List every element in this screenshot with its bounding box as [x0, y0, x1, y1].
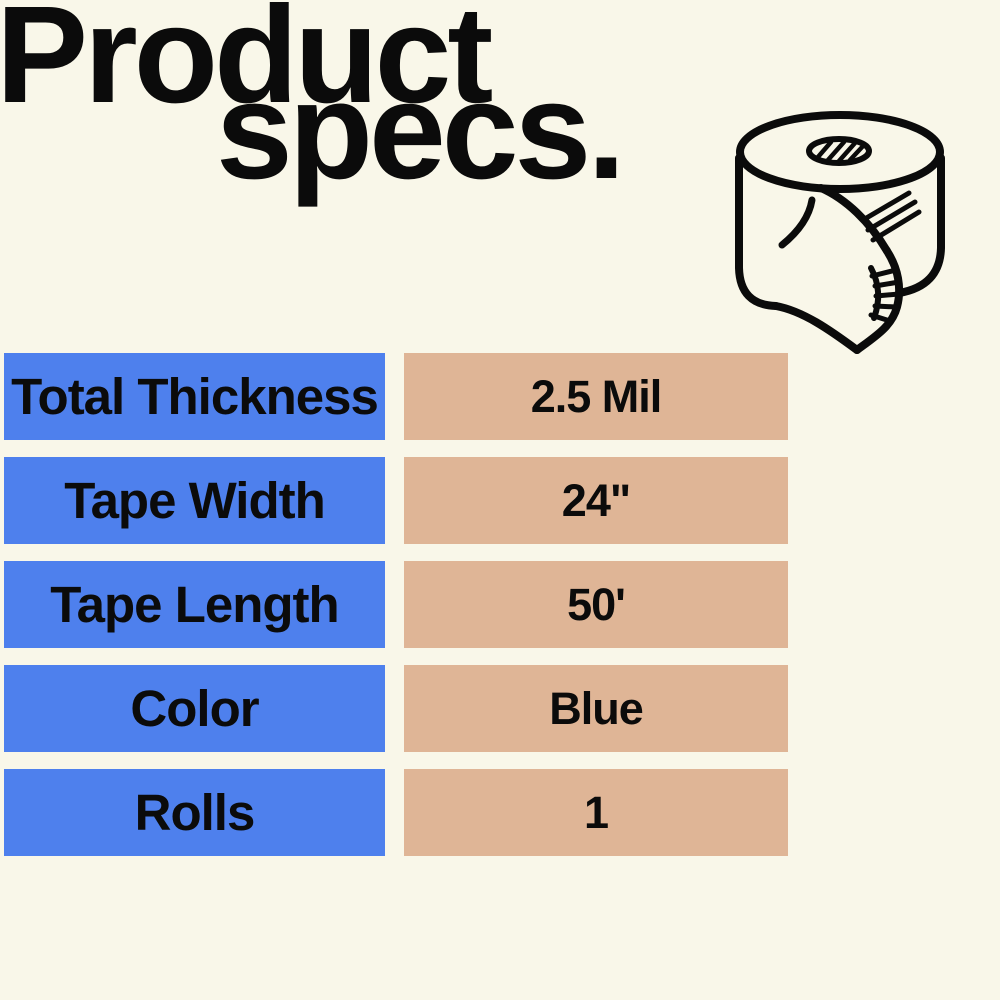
page-title-line2: specs.	[216, 54, 626, 208]
page-title-line1: Product	[0, 0, 493, 132]
spec-label-cell: Rolls	[4, 769, 385, 856]
spec-row: Rolls 1	[0, 769, 1000, 856]
spec-value-cell: 50'	[404, 561, 788, 648]
spec-table: Total Thickness 2.5 Mil Tape Width 24" T…	[0, 353, 1000, 873]
spec-value-cell: 2.5 Mil	[404, 353, 788, 440]
spec-row: Color Blue	[0, 665, 1000, 752]
spec-label-cell: Tape Width	[4, 457, 385, 544]
spec-value-cell: Blue	[404, 665, 788, 752]
page-title: Product specs.	[0, 0, 1000, 240]
spec-row: Total Thickness 2.5 Mil	[0, 353, 1000, 440]
spec-label-cell: Tape Length	[4, 561, 385, 648]
spec-row: Tape Length 50'	[0, 561, 1000, 648]
spec-label-cell: Total Thickness	[4, 353, 385, 440]
spec-label-cell: Color	[4, 665, 385, 752]
tape-roll-icon	[735, 111, 945, 354]
tape-roll-illustration	[718, 100, 970, 362]
spec-value-cell: 24"	[404, 457, 788, 544]
spec-row: Tape Width 24"	[0, 457, 1000, 544]
spec-value-cell: 1	[404, 769, 788, 856]
